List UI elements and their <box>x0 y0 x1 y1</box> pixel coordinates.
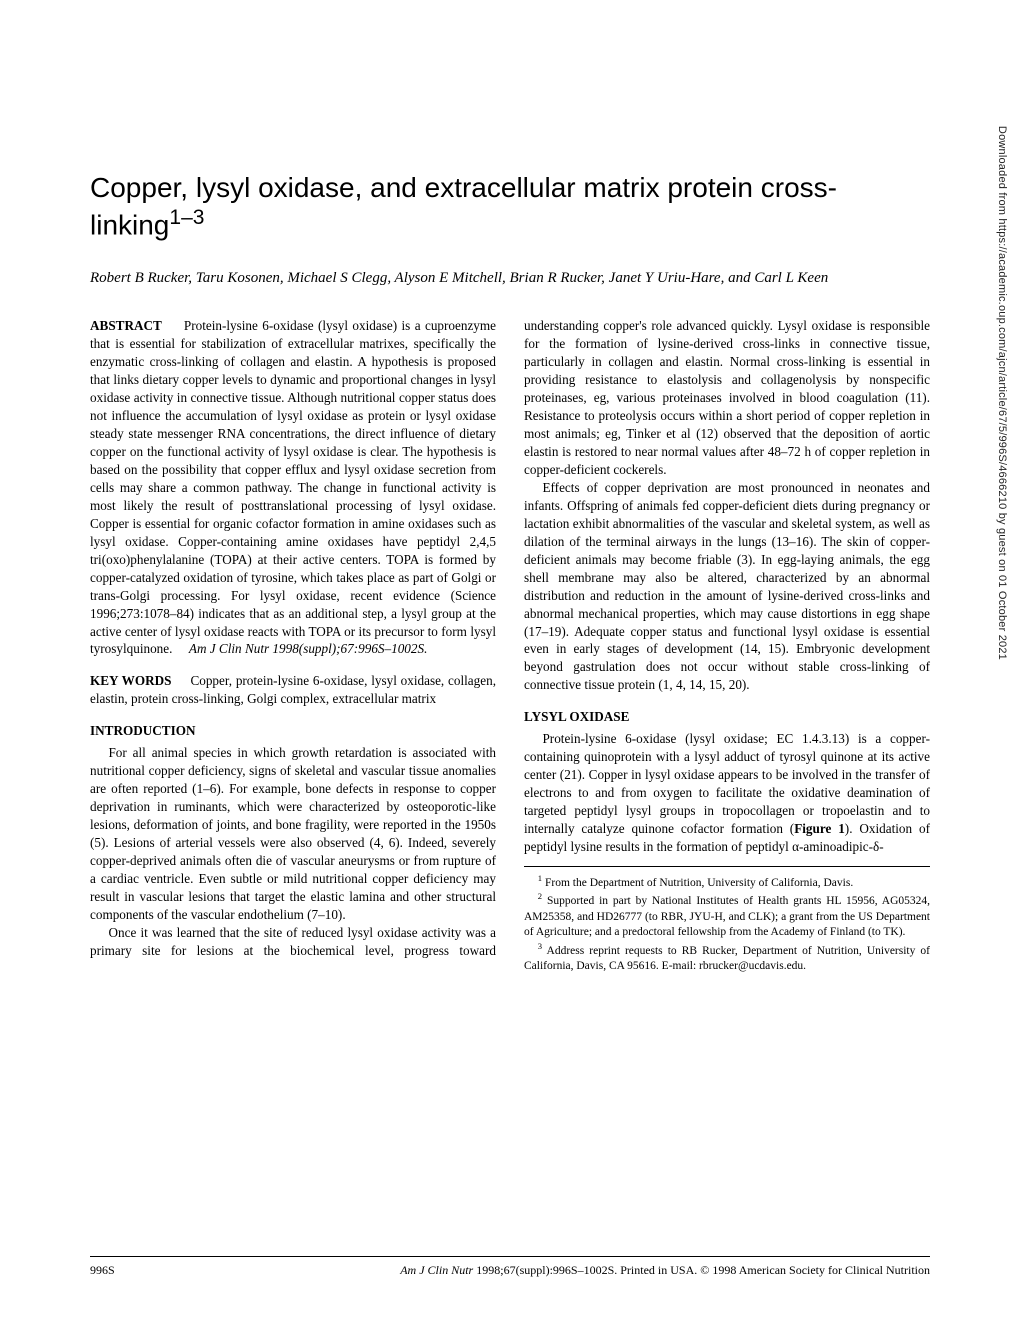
abstract-label: ABSTRACT <box>90 318 162 333</box>
intro-paragraph-1: For all animal species in which growth r… <box>90 744 496 924</box>
footnote-1: 1 From the Department of Nutrition, Univ… <box>524 873 930 891</box>
page-number: 996S <box>90 1263 115 1278</box>
article-title: Copper, lysyl oxidase, and extracellular… <box>90 170 930 242</box>
footer-journal: Am J Clin Nutr <box>400 1263 473 1277</box>
footnote-3: 3 Address reprint requests to RB Rucker,… <box>524 941 930 975</box>
abstract-text: Protein-lysine 6-oxidase (lysyl oxidase)… <box>90 318 496 656</box>
footnote-3-text: Address reprint requests to RB Rucker, D… <box>524 945 930 973</box>
keywords-label: KEY WORDS <box>90 673 171 688</box>
keywords-paragraph: KEY WORDS Copper, protein-lysine 6-oxida… <box>90 672 496 708</box>
introduction-heading: INTRODUCTION <box>90 722 496 740</box>
page-footer: 996S Am J Clin Nutr 1998;67(suppl):996S–… <box>90 1256 930 1278</box>
footer-citation-text: 1998;67(suppl):996S–1002S. Printed in US… <box>476 1263 930 1277</box>
footnote-1-text: From the Department of Nutrition, Univer… <box>545 877 853 889</box>
abstract-citation: Am J Clin Nutr 1998(suppl);67:996S–1002S… <box>189 641 427 656</box>
footer-citation: Am J Clin Nutr 1998;67(suppl):996S–1002S… <box>400 1263 930 1278</box>
footnotes-block: 1 From the Department of Nutrition, Univ… <box>524 866 930 975</box>
intro-paragraph-3: Effects of copper deprivation are most p… <box>524 479 930 694</box>
authors-line: Robert B Rucker, Taru Kosonen, Michael S… <box>90 270 930 287</box>
body-columns: ABSTRACT Protein-lysine 6-oxidase (lysyl… <box>90 317 930 974</box>
lysyl-oxidase-heading: LYSYL OXIDASE <box>524 708 930 726</box>
figure-1-ref: Figure 1 <box>794 821 845 836</box>
download-watermark: Downloaded from https://academic.oup.com… <box>996 126 1008 660</box>
title-superscript: 1–3 <box>169 206 204 229</box>
abstract-paragraph: ABSTRACT Protein-lysine 6-oxidase (lysyl… <box>90 317 496 658</box>
lysyl-paragraph-1: Protein-lysine 6-oxidase (lysyl oxidase;… <box>524 730 930 856</box>
footnote-2-text: Supported in part by National Institutes… <box>524 895 930 938</box>
footnote-2: 2 Supported in part by National Institut… <box>524 891 930 940</box>
